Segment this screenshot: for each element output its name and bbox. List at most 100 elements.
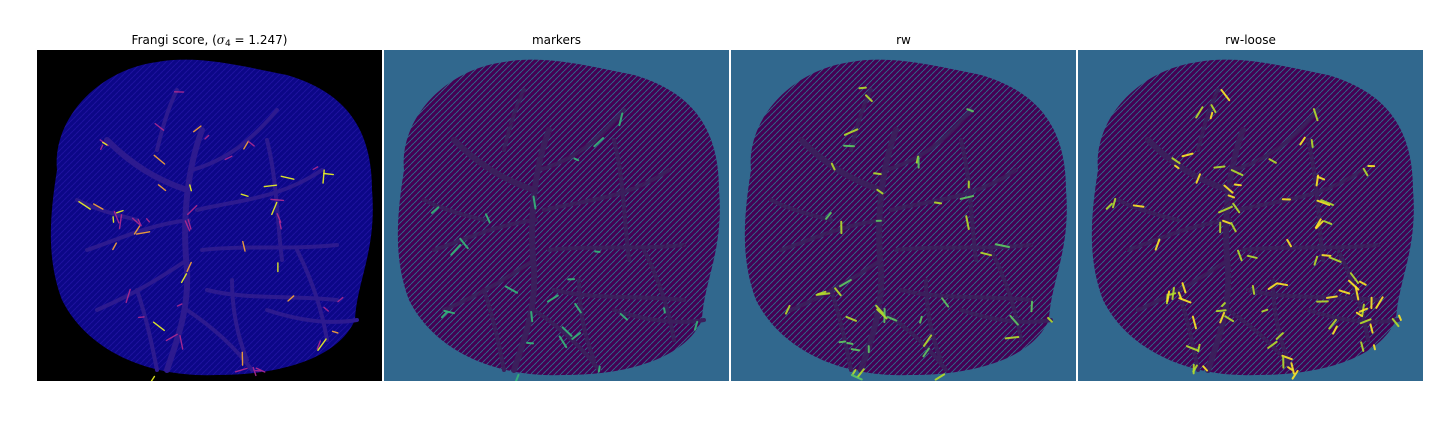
frangi-panel-title: Frangi score, (σ4 = 1.247) (37, 32, 382, 49)
frangi-highlight-segment (118, 214, 123, 230)
markers-highlight-segment (440, 311, 448, 319)
rw-loose-highlight-segment (1195, 106, 1204, 119)
frangi-highlight-segment (271, 201, 278, 216)
frangi-highlight-segment (102, 141, 108, 146)
rw-loose-vessel (1271, 278, 1290, 362)
rw-highlight-segment (843, 128, 859, 136)
rw-highlight-segment (843, 144, 855, 148)
rw-highlight-segment (941, 297, 950, 308)
rw-highlight-segment (850, 348, 861, 352)
rw-vessel (899, 288, 1033, 302)
rw-loose-highlight-segment (1251, 285, 1256, 295)
rw-highlight-segment (922, 334, 933, 347)
frangi-highlight-segment (100, 144, 104, 151)
frangi-highlight-segment (186, 261, 192, 273)
rw-loose-highlight-segment (1316, 199, 1331, 206)
markers-vessel (542, 168, 671, 212)
markers-highlight-segment (618, 112, 624, 127)
rw-highlight-segment (858, 86, 867, 90)
frangi-highlight-segment (263, 184, 278, 188)
rw-canvas (731, 50, 1076, 381)
rw-highlight-segment (873, 172, 882, 176)
rw-loose-highlight-segment (1192, 364, 1198, 373)
frangi-highlight-segment (323, 306, 329, 312)
rw-loose-highlight-segment (1310, 139, 1314, 148)
markers-vessel (642, 248, 676, 342)
rw-loose-canvas (1078, 50, 1423, 381)
rw-loose-vessel (1246, 288, 1380, 302)
markers-vessel (532, 308, 601, 372)
frangi-highlight-segment (150, 375, 156, 381)
frangi-vessel (95, 258, 189, 312)
rw-loose-highlight-segment (1355, 311, 1364, 318)
rw-loose-highlight-segment (1232, 202, 1241, 214)
frangi-highlight-segment (112, 242, 117, 251)
frangi-vessel (164, 127, 205, 373)
frangi-highlight-segment (179, 334, 184, 350)
markers-vessel (451, 137, 537, 193)
rw-highlight-segment (852, 368, 857, 375)
rw-loose-highlight-segment (1246, 254, 1258, 259)
frangi-highlight-segment (317, 338, 327, 352)
rw-loose-highlight-segment (1299, 136, 1306, 146)
rw-loose-highlight-segment (1223, 184, 1234, 194)
markers-vessel (502, 88, 526, 152)
frangi-vessel (265, 308, 359, 324)
rw-loose-highlight-segment (1354, 285, 1360, 301)
markers-highlight-segment (532, 195, 537, 210)
rw-loose-highlight-segment (1177, 291, 1183, 300)
rw-loose-highlight-segment (1286, 238, 1292, 248)
markers-vessel (422, 198, 486, 222)
markers-highlight-segment (663, 307, 666, 314)
frangi-highlight-segment (322, 169, 325, 184)
rw-loose-highlight-segment (1287, 366, 1293, 371)
frangi-highlight-segment (78, 201, 91, 210)
rw-loose-highlight-segment (1359, 318, 1372, 325)
rw-highlight-segment (1047, 316, 1053, 323)
frangi-highlight-segment (180, 273, 188, 284)
frangi-highlight-segment (242, 240, 246, 252)
rw-vessel (789, 258, 883, 312)
rw-loose-highlight-segment (1209, 111, 1214, 120)
frangi-highlight-segment (270, 198, 285, 202)
frangi-highlight-segment (135, 231, 151, 235)
rw-highlight-segment (922, 347, 930, 358)
markers-vessel (612, 308, 706, 324)
rw-loose-highlight-segment (1320, 199, 1334, 206)
rw-highlight-segment (919, 315, 923, 324)
rw-highlight-segment (965, 215, 970, 231)
frangi-highlight-segment (243, 140, 250, 150)
rw-loose-highlight-segment (1221, 302, 1226, 308)
frangi-highlight-segment (312, 166, 319, 171)
rw-highlight-segment (959, 195, 975, 200)
frangi-vessel (85, 218, 191, 252)
rw-loose-highlight-segment (1213, 165, 1226, 169)
rw-vessel (959, 138, 978, 262)
frangi-highlight-segment (157, 184, 167, 192)
frangi-highlight-segment (152, 321, 166, 332)
frangi-highlight-segment (93, 203, 104, 210)
markers-highlight-segment (459, 237, 469, 250)
rw-loose-highlight-segment (1267, 282, 1278, 290)
rw-loose-highlight-segment (1360, 341, 1365, 352)
rw-highlight-segment (876, 308, 888, 320)
rw-highlight-segment (1009, 314, 1019, 326)
rw-loose-highlight-segment (1237, 249, 1243, 262)
markers-highlight-segment (514, 373, 520, 381)
rw-loose-highlight-segment (1210, 104, 1217, 113)
frangi-highlight-segment (278, 220, 282, 230)
rw-loose-highlight-segment (1112, 197, 1117, 209)
rw-loose-vessel (1136, 258, 1230, 312)
rw-loose-highlight-segment (1219, 311, 1226, 324)
rw-highlight-segment (784, 304, 791, 315)
rw-loose-highlight-segment (1375, 296, 1384, 309)
frangi-vessel (200, 243, 339, 252)
rw-highlight-segment (1030, 300, 1034, 313)
frangi-vessel (135, 288, 159, 372)
frangi-highlight-segment (204, 134, 210, 140)
rw-highlight-segment (865, 94, 873, 103)
rw-loose-vessel (1196, 88, 1220, 152)
rw-loose-vessel (1241, 243, 1380, 252)
markers-highlight-segment (574, 302, 582, 314)
frangi-vessel (190, 108, 279, 172)
